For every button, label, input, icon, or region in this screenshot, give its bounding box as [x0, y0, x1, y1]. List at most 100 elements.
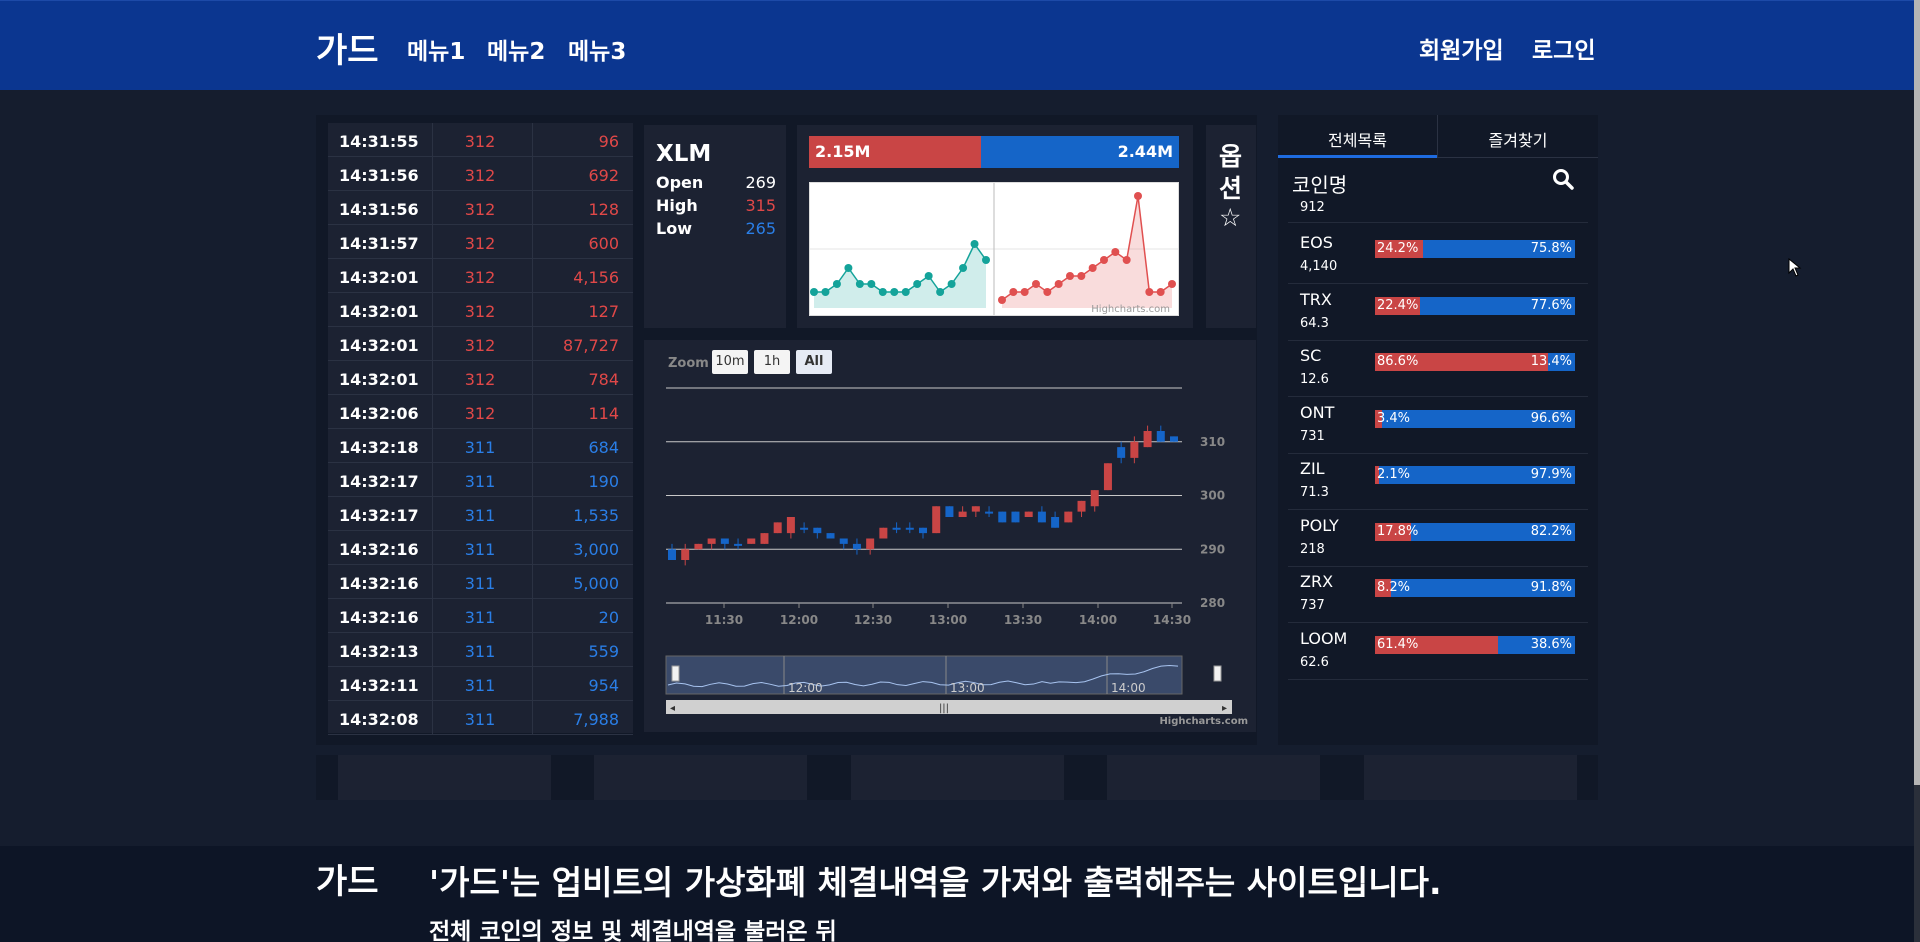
- login-link[interactable]: 로그인: [1532, 38, 1596, 64]
- coin-name-column-header[interactable]: 코인명: [1292, 173, 1348, 197]
- trade-time: 14:32:16: [339, 608, 419, 627]
- zoom-all-button[interactable]: All: [796, 350, 832, 374]
- scroll-right-arrow-icon: ▸: [1222, 703, 1227, 714]
- mini-buy-point: [982, 256, 990, 264]
- coin-ratio-bar: 24.2% 75.8%: [1375, 240, 1575, 258]
- candle: [773, 522, 782, 534]
- candle: [1156, 431, 1165, 442]
- candle: [1143, 431, 1152, 448]
- menu-1[interactable]: 메뉴1: [407, 39, 466, 65]
- coin-ratio-bar: 22.4% 77.6%: [1375, 296, 1575, 315]
- coin-sell-pct: 3.4%: [1377, 410, 1411, 426]
- candle: [826, 533, 835, 539]
- y-tick-label: 300: [1200, 489, 1225, 503]
- menu-2[interactable]: 메뉴2: [487, 39, 546, 65]
- page-scrollbar-thumb[interactable]: [1914, 0, 1920, 785]
- zoom-1h-button[interactable]: 1h: [754, 350, 790, 374]
- candle: [1064, 511, 1073, 523]
- footer: 가드 '가드'는 업비트의 가상화폐 체결내역을 가져와 출력해주는 사이트입니…: [0, 846, 1920, 942]
- trade-time: 14:32:06: [339, 404, 419, 423]
- coin-price: 737: [1300, 598, 1325, 613]
- coin-buy-pct: 91.8%: [1530, 580, 1572, 595]
- open-label: Open: [656, 173, 704, 192]
- coin-buy-pct: 82.2%: [1530, 523, 1572, 539]
- search-icon[interactable]: [1552, 168, 1574, 194]
- trade-price: 312: [432, 191, 527, 225]
- trade-time: 14:32:18: [339, 438, 419, 457]
- coin-sell-pct: 22.4%: [1377, 297, 1419, 313]
- strip-cell-4: [1107, 755, 1320, 800]
- zoom-label: Zoom: [668, 356, 709, 371]
- coin-row[interactable]: POLY 218 17.8% 82.2%: [1288, 511, 1588, 567]
- tab-all-coins[interactable]: 전체목록: [1278, 115, 1437, 158]
- coin-row[interactable]: TRX 64.3 22.4% 77.6%: [1288, 285, 1588, 341]
- candlestick-svg[interactable]: 280 290 300 310 11:30 12:00 12:30 13:00 13:30 14:…: [644, 340, 1256, 732]
- x-tick-label: 13:00: [929, 613, 967, 627]
- mini-sell-point: [1134, 192, 1142, 200]
- trade-row: 14:32:01 312 784: [328, 361, 633, 395]
- coin-row[interactable]: ONT 731 3.4% 96.6%: [1288, 398, 1588, 454]
- candle: [694, 543, 703, 550]
- trade-volume: 1,535: [532, 497, 627, 531]
- zoom-10m-button[interactable]: 10m: [712, 350, 748, 374]
- signup-link[interactable]: 회원가입: [1419, 38, 1504, 64]
- candle: [919, 527, 927, 534]
- navigator-scrollbar[interactable]: [666, 700, 1232, 714]
- mini-buy-point: [959, 264, 968, 272]
- coin-info-card: XLM Open 269 High 315 Low 265: [644, 125, 786, 328]
- candle: [1024, 511, 1033, 517]
- brand-logo[interactable]: 가드: [316, 31, 379, 71]
- options-panel[interactable]: 옵 션 ☆: [1206, 125, 1256, 328]
- coin-row[interactable]: ZIL 71.3 2.1% 97.9%: [1288, 454, 1588, 510]
- mini-chart-credit[interactable]: Highcharts.com: [1091, 304, 1170, 315]
- mini-buy-point: [901, 288, 910, 296]
- mini-chart-svg: [810, 183, 1178, 315]
- trade-history-table: 14:31:55 312 96 14:31:56 312 692 14:31:56 312 12…: [328, 123, 633, 735]
- trade-row: 14:32:16 311 20: [328, 599, 633, 633]
- navigator-handle-left[interactable]: [671, 665, 680, 682]
- tab-favorites[interactable]: 즐겨찾기: [1437, 115, 1598, 158]
- candle: [932, 506, 941, 534]
- coin-row[interactable]: EOS 4,140 24.2% 75.8%: [1288, 228, 1588, 284]
- coin-ratio-bar: 17.8% 82.2%: [1375, 522, 1575, 541]
- coin-name: LOOM: [1300, 628, 1348, 648]
- trade-row: 14:32:06 312 114: [328, 395, 633, 429]
- navigator-series: [667, 665, 1179, 688]
- coin-sell-pct: 17.8%: [1377, 523, 1419, 539]
- candle: [800, 527, 809, 530]
- trade-time: 14:32:13: [339, 642, 419, 661]
- menu-3[interactable]: 메뉴3: [568, 39, 627, 65]
- buy-volume-bar: 2.44M: [981, 136, 1179, 168]
- trade-volume: 954: [532, 667, 627, 701]
- trade-volume: 114: [532, 395, 627, 429]
- trade-row: 14:32:08 311 7,988: [328, 701, 633, 735]
- footer-brand: 가드: [316, 862, 379, 902]
- navigator-label: 14:00: [1111, 681, 1146, 695]
- coin-row[interactable]: SC 12.6 86.6% 13.4%: [1288, 341, 1588, 397]
- x-tick-label: 14:00: [1079, 613, 1117, 627]
- trade-price: 312: [432, 293, 527, 327]
- coin-name: ZRX: [1300, 572, 1334, 591]
- trade-time: 14:32:16: [339, 540, 419, 559]
- trade-time: 14:31:56: [339, 166, 419, 185]
- navigator-handle-right[interactable]: [1213, 665, 1222, 682]
- trade-row: 14:32:18 311 684: [328, 429, 633, 463]
- star-icon[interactable]: ☆: [1219, 203, 1242, 232]
- coin-sell-pct: 24.2%: [1377, 241, 1419, 256]
- coin-row[interactable]: ZRX 737 8.2% 91.8%: [1288, 567, 1588, 623]
- trade-row: 14:31:57 312 600: [328, 225, 633, 259]
- candle: [786, 517, 795, 534]
- mini-buy-area: [814, 244, 986, 308]
- trade-price: 312: [432, 123, 527, 157]
- coin-row[interactable]: LOOM 62.6 61.4% 38.6%: [1288, 624, 1588, 680]
- trade-row: 14:32:17 311 190: [328, 463, 633, 497]
- trade-price: 311: [432, 429, 527, 463]
- scroll-left-arrow-icon: ◂: [670, 703, 675, 714]
- mini-buy-line: [814, 242, 987, 294]
- strip-cell-3: [851, 755, 1064, 800]
- candle: [945, 506, 954, 517]
- trade-time: 14:32:17: [339, 472, 419, 491]
- chart-credit[interactable]: Highcharts.com: [1159, 716, 1248, 727]
- strip-cell-1: [338, 755, 551, 800]
- trade-volume: 96: [532, 123, 627, 157]
